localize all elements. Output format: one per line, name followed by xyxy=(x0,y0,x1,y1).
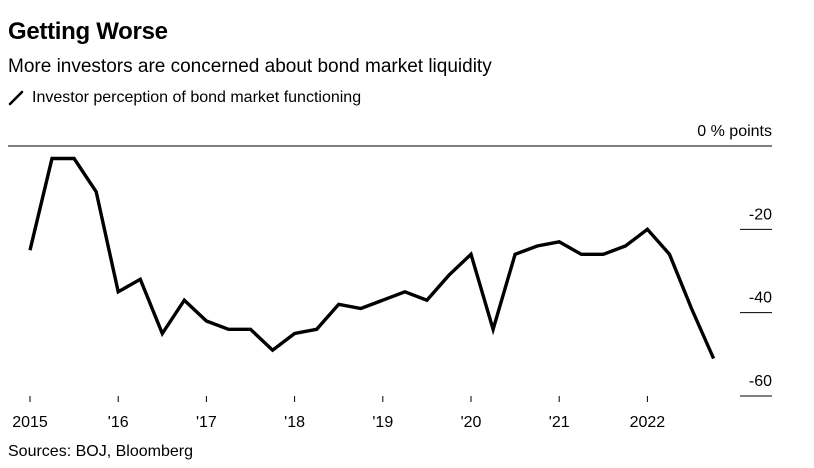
x-tick-label: '19 xyxy=(372,414,393,431)
legend-label: Investor perception of bond market funct… xyxy=(32,89,362,106)
x-tick-label: '21 xyxy=(549,414,570,431)
x-tick-label: '18 xyxy=(284,414,305,431)
y-tick-label: 0 % points xyxy=(697,123,772,140)
y-tick-label: -40 xyxy=(749,290,772,307)
axis-layer: 0 % points -20 -40 -60 2015 '16 '17 '18 '19 '20 '2… xyxy=(8,123,772,431)
y-tick-label: -60 xyxy=(749,373,772,390)
chart-legend: Investor perception of bond market funct… xyxy=(8,89,361,107)
x-tick-label: '17 xyxy=(196,414,217,431)
y-tick-label: -20 xyxy=(749,206,772,223)
chart-subtitle: More investors are concerned about bond … xyxy=(8,56,492,77)
chart-title: Getting Worse xyxy=(8,18,168,45)
legend-line-icon xyxy=(8,90,24,106)
x-tick-label: '20 xyxy=(461,414,482,431)
source-note: Sources: BOJ, Bloomberg xyxy=(8,443,193,460)
series-layer xyxy=(28,156,716,360)
series-line xyxy=(28,156,716,360)
x-tick-label: 2015 xyxy=(12,414,48,431)
x-tick-label: 2022 xyxy=(630,414,666,431)
x-tick-label: '16 xyxy=(108,414,129,431)
